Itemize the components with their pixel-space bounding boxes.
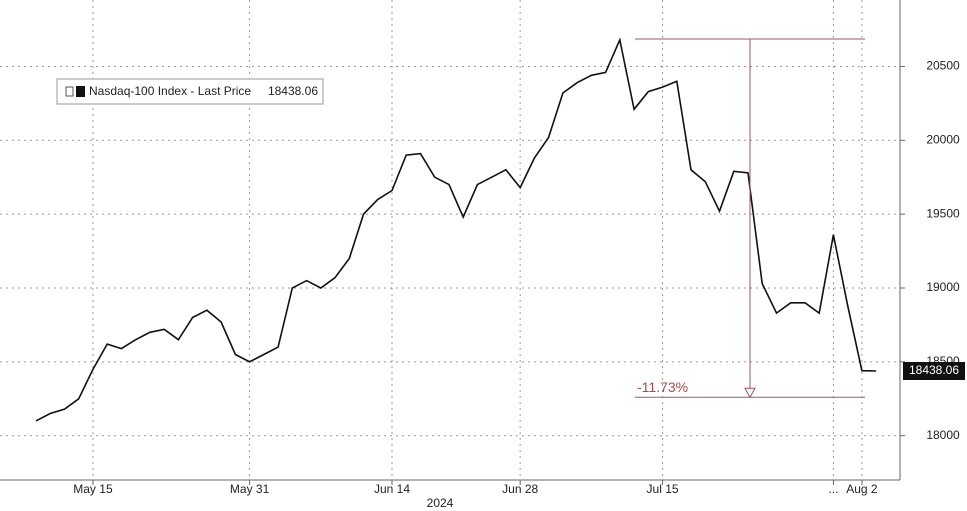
legend-box (56, 78, 324, 105)
legend: Nasdaq-100 Index - Last Price 18438.06 (56, 78, 324, 105)
legend-value: 18438.06 (268, 84, 318, 98)
last-price-label: 18438.06 (909, 363, 959, 377)
x-tick-label: Jul 15 (647, 482, 679, 496)
x-tick-label: ... (828, 482, 838, 496)
x-group-label: 2024 (427, 496, 454, 510)
x-tick-label: Aug 2 (846, 482, 878, 496)
last-price-tag (903, 361, 965, 380)
x-tick-label: May 31 (230, 482, 270, 496)
annotation-label: -11.73% (637, 379, 688, 395)
y-tick-label: 18000 (926, 428, 960, 442)
legend-icon (65, 86, 74, 97)
legend-label: Nasdaq-100 Index - Last Price (89, 84, 251, 98)
y-tick-label: 19000 (926, 280, 960, 294)
price-line (35, 37, 877, 422)
annotation-arrowhead (744, 387, 756, 399)
y-tick-label: 19500 (926, 206, 960, 220)
x-tick-label: Jun 28 (502, 482, 538, 496)
y-tick-label: 20500 (926, 59, 960, 73)
x-tick-label: Jun 14 (374, 482, 410, 496)
x-tick-label: May 15 (73, 482, 113, 496)
legend-swatch (76, 86, 85, 97)
y-tick-label: 20000 (926, 132, 960, 146)
